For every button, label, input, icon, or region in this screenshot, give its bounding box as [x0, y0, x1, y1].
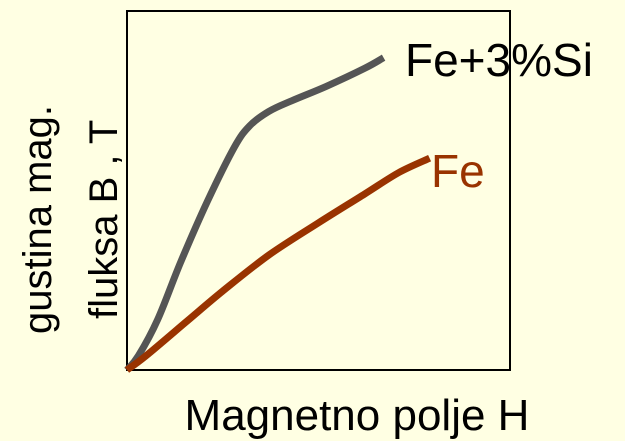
series-label-fe: Fe [431, 145, 485, 197]
x-axis-label: Magnetno polje H [185, 391, 530, 440]
series-label-fe-3si: Fe+3%Si [405, 34, 593, 86]
plot-frame [126, 10, 511, 371]
series-line-fe [124, 155, 432, 373]
y-axis-label-line1: gustina mag. [16, 104, 60, 334]
series-line-fe-3-si [124, 54, 386, 373]
y-axis-label-line2: fluksa B , T [82, 119, 126, 319]
